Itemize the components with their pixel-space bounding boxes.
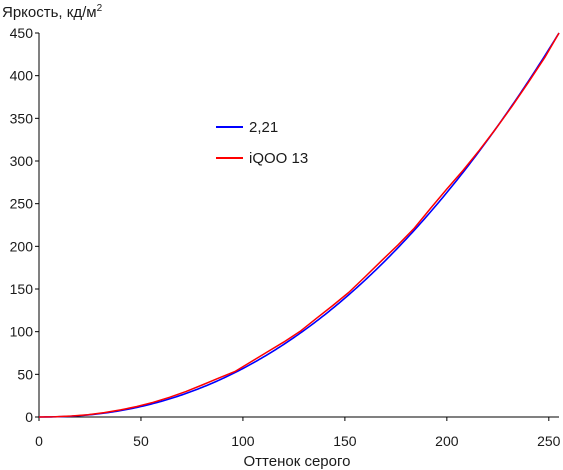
series-line-measured	[38, 32, 560, 418]
y-tick-label: 150	[10, 281, 34, 297]
x-tick-label: 100	[231, 433, 255, 449]
y-tick-label: 450	[10, 25, 34, 41]
y-axis-title: Яркость, кд/м2	[2, 3, 103, 21]
y-tick-label: 200	[10, 238, 34, 254]
legend-label: 2,21	[249, 119, 278, 136]
x-tick-label: 50	[133, 433, 149, 449]
series-line-reference-gamma	[39, 32, 560, 418]
y-axis-ticks: 0 50 100 150 200 250 300 350 400 450	[10, 25, 39, 425]
plot-axes	[38, 33, 559, 418]
y-axis-title-superscript: 2	[97, 3, 103, 14]
y-tick-label: 350	[10, 110, 34, 126]
series-lines	[38, 32, 560, 418]
y-tick-label: 100	[10, 324, 34, 340]
x-tick-label: 0	[35, 433, 43, 449]
y-axis-title-main: Яркость, кд/м	[2, 4, 97, 21]
y-tick-label: 50	[17, 366, 33, 382]
x-tick-label: 250	[537, 433, 561, 449]
legend: 2,21 iQOO 13	[216, 119, 308, 167]
x-tick-label: 150	[333, 433, 357, 449]
y-tick-label: 400	[10, 68, 34, 84]
x-tick-label: 200	[435, 433, 459, 449]
x-axis-title: Оттенок серого	[244, 453, 351, 470]
y-tick-label: 0	[25, 409, 33, 425]
y-tick-label: 250	[10, 196, 34, 212]
legend-label: iQOO 13	[249, 150, 308, 167]
x-axis-ticks: 0 50 100 150 200 250	[35, 417, 561, 449]
y-tick-label: 300	[10, 153, 34, 169]
